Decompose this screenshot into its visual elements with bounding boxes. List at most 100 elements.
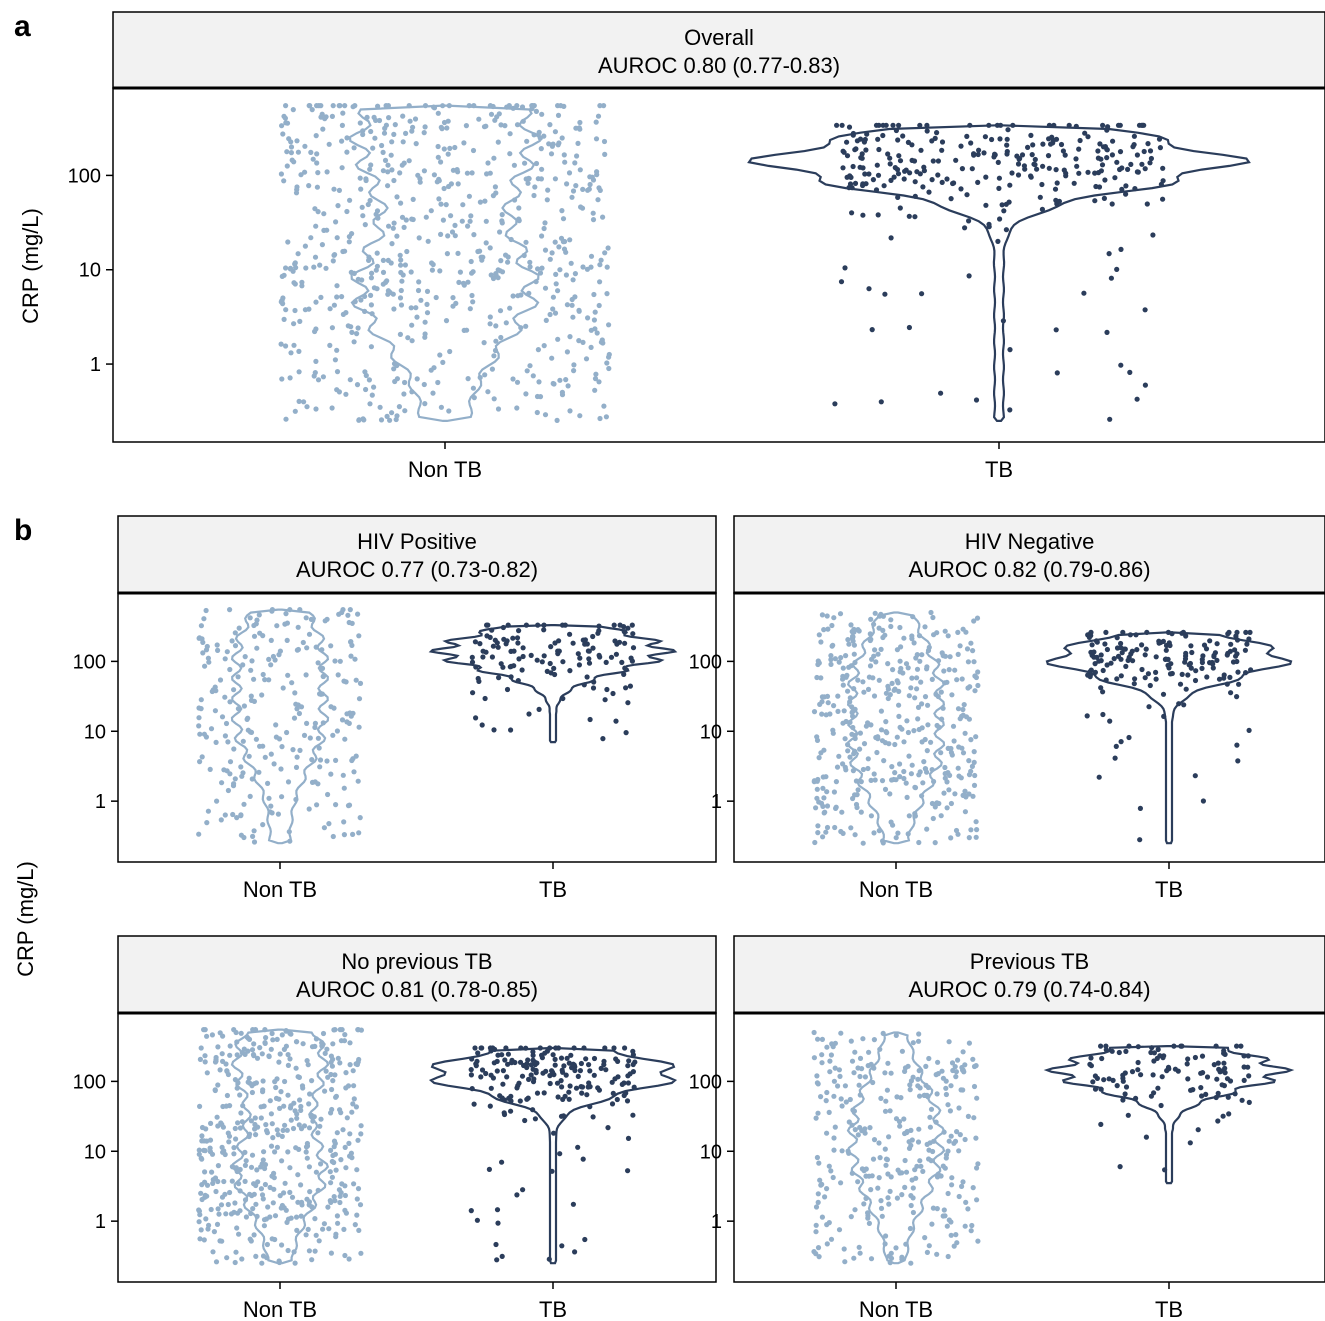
- data-point: [292, 408, 298, 414]
- data-point: [1212, 650, 1218, 656]
- data-point: [274, 1076, 280, 1082]
- data-point: [422, 334, 428, 340]
- data-point: [526, 175, 532, 181]
- data-point: [355, 1186, 362, 1192]
- data-point: [1109, 201, 1115, 207]
- data-point: [1039, 206, 1045, 212]
- data-point: [973, 397, 980, 403]
- data-point: [356, 830, 362, 836]
- data-point: [363, 176, 369, 182]
- data-point: [300, 639, 306, 646]
- data-point: [839, 122, 845, 128]
- data-point: [1076, 146, 1082, 152]
- data-point: [995, 238, 1001, 244]
- data-point: [276, 652, 282, 658]
- data-point: [1186, 662, 1192, 668]
- data-point: [606, 365, 612, 372]
- data-point: [862, 1126, 868, 1132]
- data-point: [563, 1072, 569, 1078]
- data-point: [1117, 149, 1124, 155]
- data-point: [924, 1141, 930, 1147]
- data-point: [302, 243, 308, 249]
- data-point: [227, 1052, 233, 1058]
- data-point: [308, 235, 314, 241]
- data-point: [214, 798, 220, 804]
- data-point: [495, 275, 501, 281]
- data-point: [814, 674, 820, 681]
- data-point: [938, 390, 944, 396]
- data-point: [220, 1033, 226, 1039]
- data-point: [572, 271, 579, 277]
- data-point: [374, 250, 380, 256]
- data-point: [860, 679, 866, 685]
- data-point: [1199, 1053, 1206, 1059]
- data-point: [489, 654, 495, 660]
- data-point: [360, 416, 366, 422]
- data-point: [1235, 669, 1241, 675]
- data-point: [924, 128, 930, 134]
- data-point: [282, 1078, 288, 1085]
- data-point: [848, 622, 854, 628]
- data-point: [325, 1074, 331, 1080]
- data-point: [588, 264, 594, 270]
- data-point: [874, 734, 881, 740]
- data-point: [1100, 667, 1106, 674]
- data-point: [600, 214, 606, 220]
- data-point: [341, 785, 347, 791]
- data-point: [1235, 758, 1241, 764]
- data-point: [374, 263, 380, 269]
- data-point: [333, 1167, 339, 1173]
- data-point: [929, 676, 935, 683]
- data-point: [217, 1238, 223, 1244]
- data-point: [323, 1068, 329, 1074]
- data-point: [198, 697, 204, 703]
- data-point: [335, 203, 341, 209]
- data-point: [1032, 162, 1038, 168]
- data-point: [392, 378, 398, 385]
- data-point: [445, 151, 451, 157]
- data-point: [1085, 672, 1091, 678]
- data-point: [262, 1040, 268, 1046]
- data-point: [505, 259, 511, 265]
- data-point: [896, 688, 902, 695]
- data-point: [591, 1055, 598, 1062]
- data-point: [524, 1096, 530, 1102]
- data-point: [266, 795, 272, 801]
- data-point: [1109, 1048, 1115, 1054]
- data-point: [946, 1138, 952, 1144]
- data-point: [360, 213, 366, 219]
- data-point: [260, 822, 266, 828]
- data-point: [593, 371, 599, 377]
- data-point: [571, 362, 577, 368]
- data-point: [588, 327, 594, 333]
- data-point: [972, 772, 978, 779]
- data-point: [875, 651, 881, 657]
- data-point: [1114, 645, 1121, 651]
- data-point: [524, 138, 530, 144]
- data-point: [1040, 163, 1046, 169]
- data-point: [814, 734, 820, 740]
- data-point: [488, 111, 495, 117]
- data-point: [547, 311, 553, 318]
- data-point: [542, 220, 548, 226]
- data-point: [332, 357, 338, 363]
- data-point: [231, 746, 237, 752]
- data-point: [266, 656, 272, 663]
- data-point: [841, 149, 847, 155]
- points-non-tb: [811, 1029, 981, 1266]
- data-point: [580, 1156, 586, 1162]
- data-point: [468, 1067, 474, 1073]
- data-point: [507, 151, 513, 157]
- data-point: [287, 266, 293, 272]
- data-point: [939, 1068, 945, 1074]
- data-point: [888, 1174, 894, 1180]
- data-point: [1142, 652, 1148, 658]
- data-point: [471, 1101, 477, 1107]
- data-point: [247, 793, 253, 800]
- data-point: [941, 1207, 947, 1213]
- data-point: [350, 104, 356, 110]
- data-point: [313, 223, 319, 229]
- data-point: [297, 747, 303, 754]
- data-point: [508, 1108, 514, 1114]
- data-point: [569, 194, 575, 200]
